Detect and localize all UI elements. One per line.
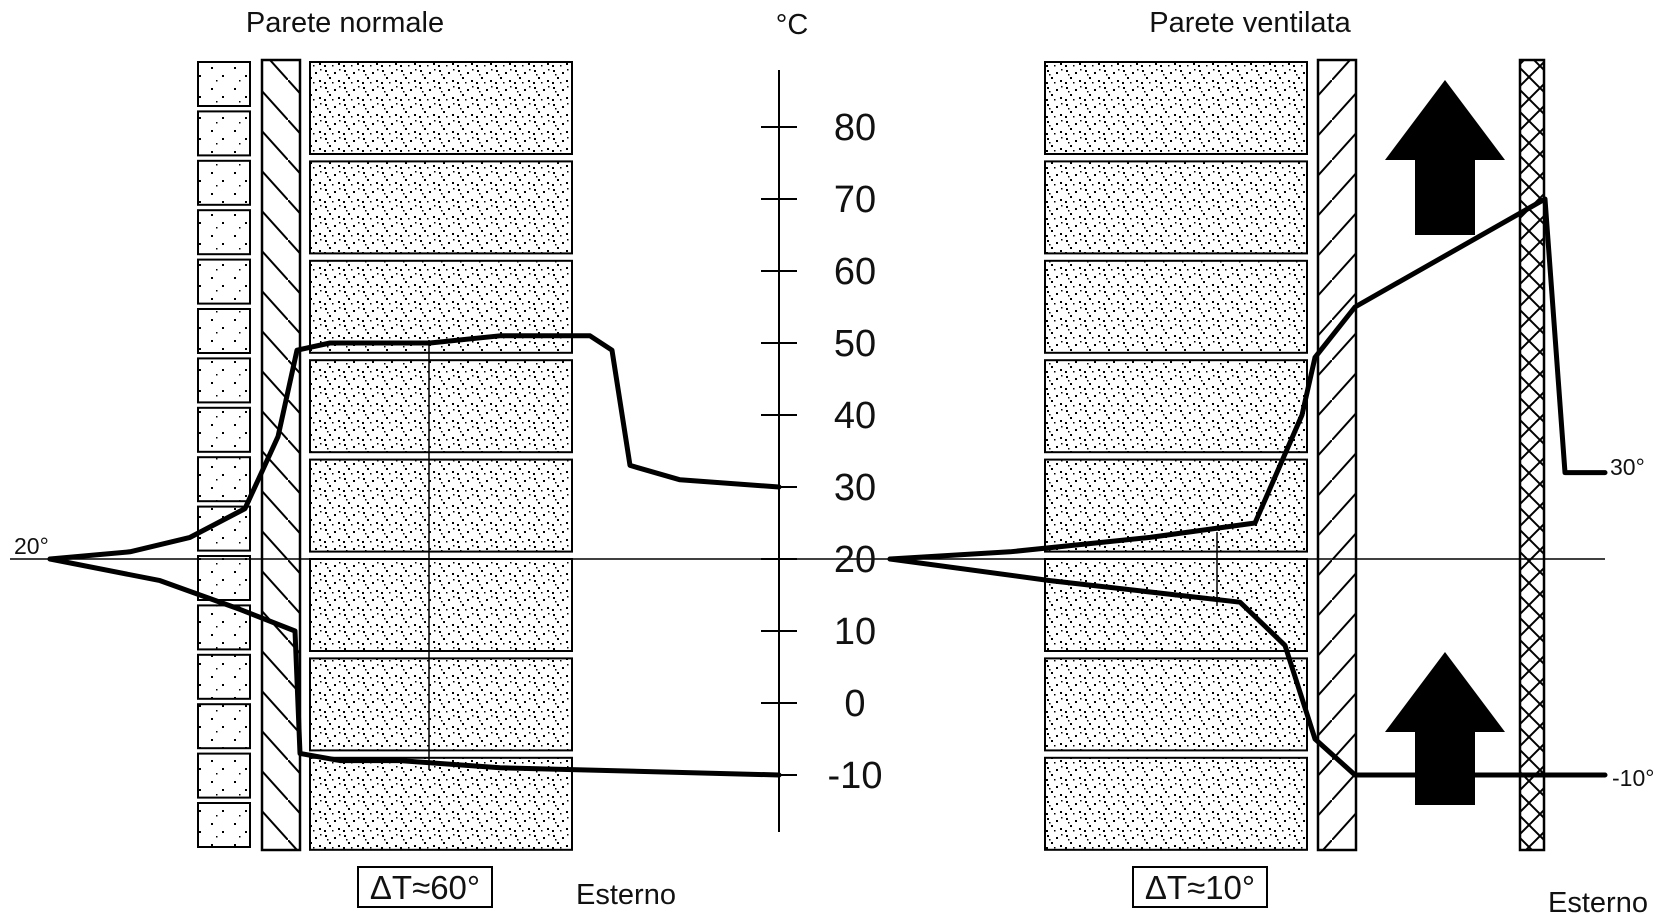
brick bbox=[197, 653, 251, 700]
brick bbox=[197, 555, 251, 601]
brick bbox=[197, 406, 251, 453]
block bbox=[1044, 359, 1308, 454]
right-panel-title: Parete ventilata bbox=[1149, 7, 1351, 39]
tick-label: 80 bbox=[834, 107, 876, 149]
temperature-curves bbox=[47, 196, 1608, 778]
block bbox=[309, 657, 573, 752]
brick bbox=[197, 110, 251, 157]
tick-label: 0 bbox=[844, 683, 865, 725]
tick-label: 70 bbox=[834, 179, 876, 221]
block bbox=[309, 359, 573, 454]
delta-t-left: ΔT≈60° bbox=[370, 869, 480, 906]
brick bbox=[197, 604, 251, 651]
block bbox=[309, 756, 573, 851]
block bbox=[309, 259, 573, 354]
block bbox=[309, 458, 573, 553]
left-panel-title: Parete normale bbox=[246, 7, 444, 39]
temperature-curve bbox=[47, 556, 782, 778]
delta-t-right: ΔT≈10° bbox=[1145, 869, 1255, 906]
brick bbox=[197, 703, 251, 750]
block bbox=[1044, 61, 1308, 155]
brick bbox=[197, 209, 251, 256]
block bbox=[1044, 657, 1308, 752]
airflow-up-arrow-icon bbox=[1385, 652, 1505, 805]
brick bbox=[197, 159, 251, 206]
exterior-label-left: Esterno bbox=[576, 879, 676, 911]
block bbox=[1044, 756, 1308, 851]
tick-label: 30 bbox=[834, 467, 876, 509]
delta-t-box-right bbox=[1132, 866, 1268, 908]
brick bbox=[197, 308, 251, 354]
tick-label: 10 bbox=[834, 611, 876, 653]
brick bbox=[197, 456, 251, 503]
block bbox=[1044, 259, 1308, 354]
delta-t-box-left bbox=[357, 866, 493, 908]
inside-temp-label: 20° bbox=[14, 533, 49, 559]
brick bbox=[197, 752, 251, 799]
tick-label: 40 bbox=[834, 395, 876, 437]
temperature-ticks: 80 70 60 50 40 30 20 10 0 -10 bbox=[761, 107, 882, 797]
brick bbox=[197, 61, 251, 107]
tick-label: 60 bbox=[834, 251, 876, 293]
temperature-curve bbox=[887, 196, 1608, 562]
brick bbox=[197, 357, 251, 404]
tick-label: -10 bbox=[828, 755, 883, 797]
tick-label: 50 bbox=[834, 323, 876, 365]
temperature-curve bbox=[47, 333, 782, 562]
left-wall bbox=[197, 58, 573, 852]
block-layer bbox=[1044, 61, 1308, 851]
brick bbox=[197, 802, 251, 848]
airflow-up-arrow-icon bbox=[1385, 80, 1505, 235]
insulation-layer bbox=[1316, 58, 1358, 852]
block bbox=[1044, 458, 1308, 553]
temperature-curve bbox=[887, 556, 1608, 778]
block bbox=[1044, 558, 1308, 652]
block bbox=[309, 558, 573, 652]
ventilated-cladding bbox=[1518, 58, 1546, 852]
brick bbox=[197, 258, 251, 305]
block bbox=[309, 61, 573, 155]
block bbox=[309, 160, 573, 255]
inner-brick-layer bbox=[197, 61, 251, 848]
outer-block-layer bbox=[309, 61, 573, 851]
tick-label: 20 bbox=[834, 539, 876, 581]
block bbox=[1044, 160, 1308, 255]
right-wall bbox=[1044, 58, 1546, 852]
exterior-label-right: Esterno bbox=[1548, 887, 1648, 913]
outside-high-temp-label: 30° bbox=[1610, 454, 1645, 480]
unit-label: °C bbox=[776, 9, 809, 41]
outside-low-temp-label: -10° bbox=[1612, 765, 1654, 791]
